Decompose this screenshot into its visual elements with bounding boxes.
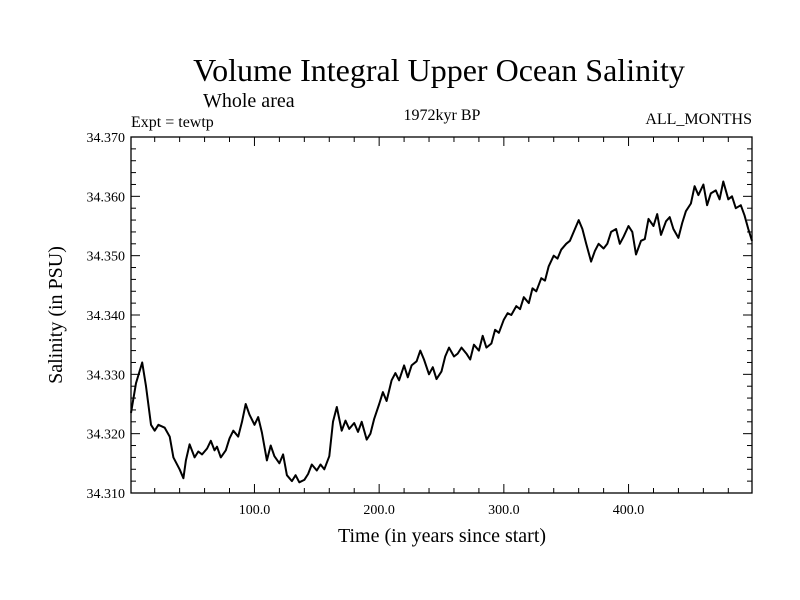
salinity-series-line [130, 180, 753, 484]
chart-subtitle: Whole area [203, 90, 295, 112]
experiment-label: Expt = tewtp [131, 114, 214, 131]
y-tick-label: 34.360 [87, 190, 126, 205]
x-axis-label: Time (in years since start) [338, 525, 546, 547]
x-tick-label: 400.0 [613, 503, 645, 518]
y-tick-label: 34.330 [87, 368, 126, 383]
x-tick-label: 200.0 [363, 503, 395, 518]
y-tick-labels: 34.310 34.320 34.330 34.340 34.350 34.360 34.3… [87, 131, 126, 502]
months-label: ALL_MONTHS [645, 111, 752, 128]
y-tick-label: 34.350 [87, 250, 126, 265]
y-tick-label: 34.310 [87, 487, 126, 502]
y-tick-label: 34.320 [87, 428, 126, 443]
y-tick-label: 34.370 [87, 131, 126, 146]
axis-ticks [131, 136, 752, 494]
x-tick-label: 300.0 [488, 503, 520, 518]
x-tick-label: 100.0 [239, 503, 271, 518]
plot-frame [130, 136, 753, 494]
x-tick-labels: 100.0 200.0 300.0 400.0 [239, 503, 645, 518]
chart-title: Volume Integral Upper Ocean Salinity [193, 52, 685, 88]
y-tick-label: 34.340 [87, 309, 126, 324]
y-axis-label: Salinity (in PSU) [45, 246, 67, 384]
time-period-label: 1972kyr BP [404, 107, 481, 124]
